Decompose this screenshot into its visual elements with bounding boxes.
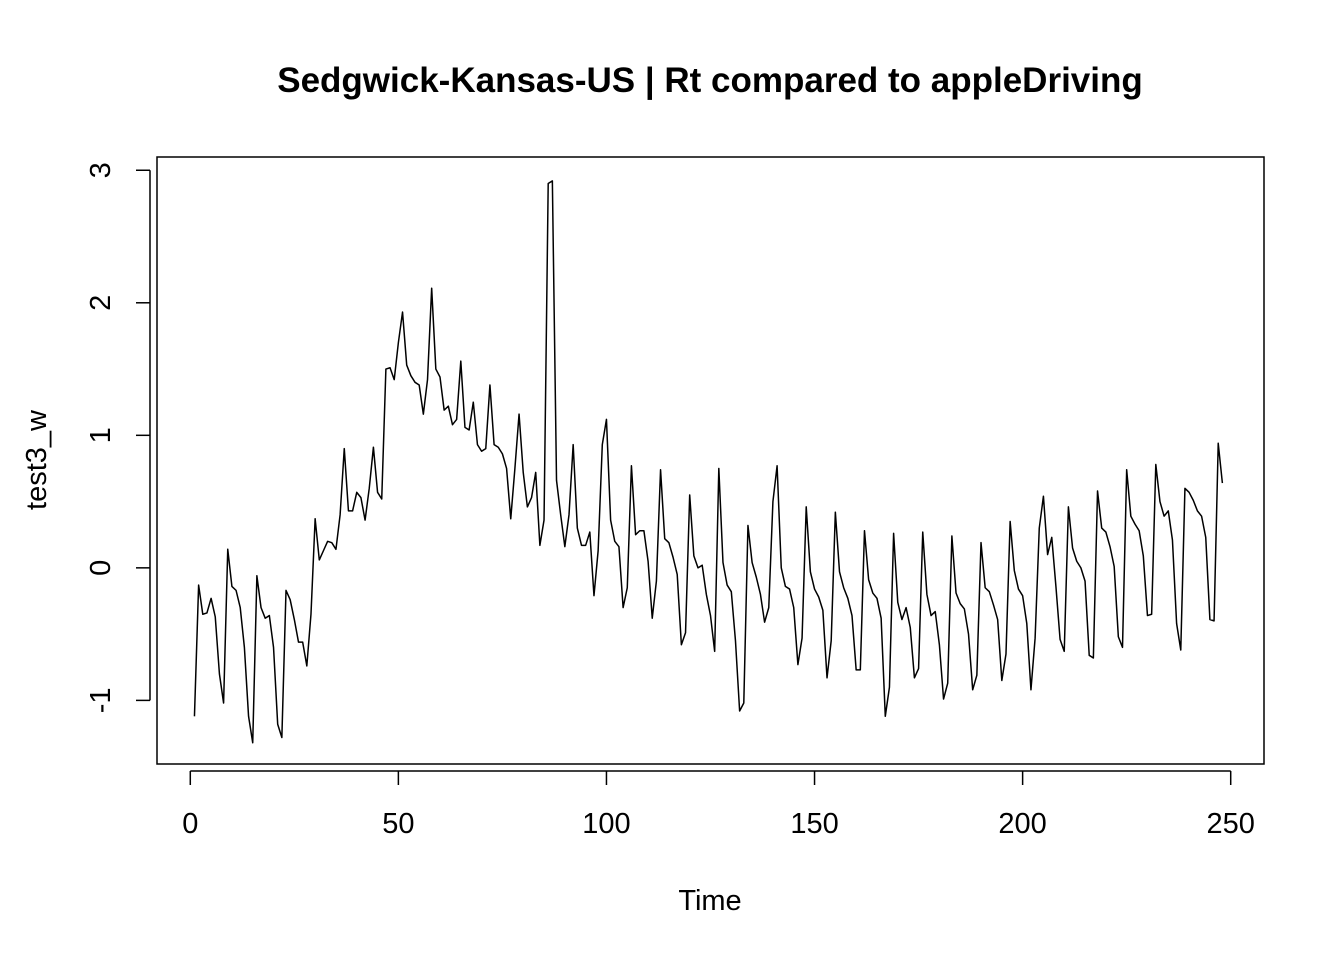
y-tick-label: 3 [85, 162, 117, 178]
y-axis-label: test3_w [21, 409, 53, 510]
y-tick-label: -1 [85, 687, 117, 713]
plot-frame [156, 156, 1265, 765]
x-tick-label: 250 [1207, 808, 1255, 840]
y-tick-label: 2 [85, 295, 117, 311]
x-axis-label: Time [678, 885, 741, 917]
x-tick-label: 100 [582, 808, 630, 840]
x-tick-label: 50 [382, 808, 414, 840]
y-tick-label: 0 [85, 560, 117, 576]
y-tick-label: 1 [85, 427, 117, 443]
x-tick-label: 0 [182, 808, 198, 840]
series-line [193, 180, 1224, 744]
x-tick-label: 200 [998, 808, 1046, 840]
y-axis: -1 0 1 2 3 [85, 162, 151, 713]
x-axis: 0 50 100 150 200 250 [182, 770, 1255, 840]
chart-title: Sedgwick-Kansas-US | Rt compared to appl… [277, 61, 1143, 100]
x-tick-label: 150 [790, 808, 838, 840]
